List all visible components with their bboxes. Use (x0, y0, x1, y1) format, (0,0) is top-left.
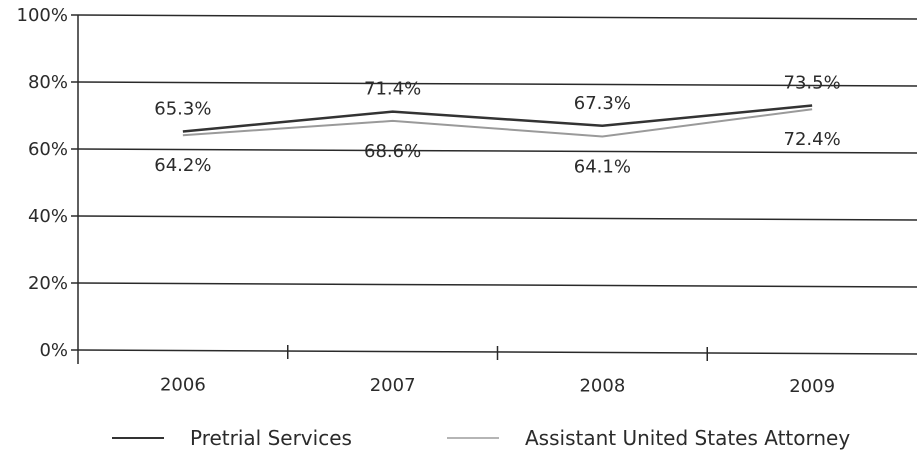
y-tick-label-1: 20% (28, 273, 68, 294)
gridline-y-2 (77, 215, 917, 221)
legend-item-series-1: Pretrial Services (112, 426, 352, 450)
chart-plot-area: 0% 20% 40% 60% 80% 100% 2006 2007 2008 2009 65.3% 7… (17, 5, 917, 397)
data-label-series-1-3: 73.5% (784, 73, 841, 94)
y-tick-label-3: 60% (28, 139, 68, 160)
data-label-series-2-3: 72.4% (784, 129, 841, 150)
y-tick-label-0: 0% (39, 340, 68, 361)
legend-swatch-series-1 (112, 437, 164, 439)
gridline-y-3 (77, 148, 917, 154)
legend-swatch-series-2 (447, 437, 499, 439)
legend-label-series-2: Assistant United States Attorney (525, 426, 851, 450)
gridline-y-5 (77, 14, 917, 20)
data-label-series-1-1: 71.4% (364, 79, 421, 100)
x-tick-label-0: 2006 (160, 374, 206, 395)
chart-legend: Pretrial Services Assistant United State… (0, 424, 917, 461)
y-tick-label-4: 80% (28, 72, 68, 93)
gridline-y-1 (77, 282, 917, 288)
data-label-series-2-2: 64.1% (574, 157, 631, 178)
y-tick-label-2: 40% (28, 206, 68, 227)
legend-item-series-2: Assistant United States Attorney (447, 426, 850, 450)
y-tick-label-5: 100% (17, 5, 68, 26)
legend-label-series-1: Pretrial Services (190, 426, 352, 450)
series-line-1 (182, 104, 813, 133)
series-line-2 (182, 108, 813, 138)
data-label-series-2-0: 64.2% (154, 155, 211, 176)
gridline-y-4 (77, 81, 917, 87)
x-tick-label-3: 2009 (789, 376, 835, 397)
x-tick-label-2: 2008 (579, 375, 625, 396)
x-tick-label-1: 2007 (370, 375, 416, 396)
data-label-series-1-2: 67.3% (574, 93, 631, 114)
data-label-series-2-1: 68.6% (364, 141, 421, 162)
data-label-series-1-0: 65.3% (154, 98, 211, 119)
